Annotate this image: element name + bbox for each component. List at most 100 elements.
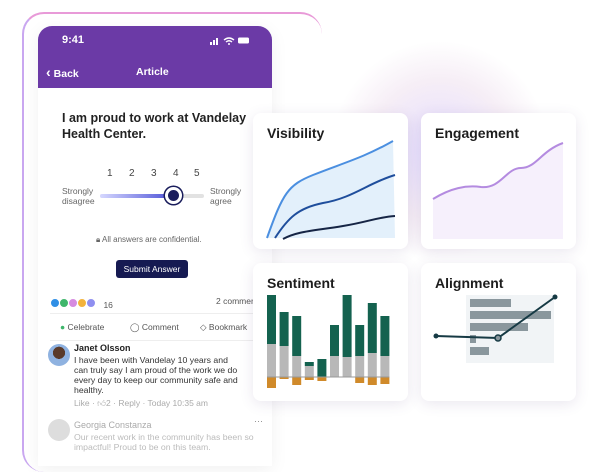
comment-icon: ◯ (130, 322, 140, 332)
card-title: Alignment (435, 275, 504, 291)
bar (470, 299, 511, 307)
back-button[interactable]: ‹ Back (46, 64, 79, 80)
negative-bar (355, 377, 365, 383)
max-label: Strongly agree (210, 186, 242, 206)
comment-text: Our recent work in the community has bee… (74, 432, 254, 452)
positive-bar (342, 295, 352, 357)
status-icons (210, 37, 249, 45)
series-line (274, 174, 396, 239)
phone-screen: 9:41 ‹ Back Article I am proud to work at… (38, 26, 272, 466)
scale-label: 2 (129, 168, 135, 179)
neutral-bar (279, 346, 289, 377)
positive-bar (304, 362, 314, 366)
submit-answer-button[interactable]: Submit Answer (116, 260, 188, 278)
card-title: Engagement (435, 125, 520, 141)
back-label: Back (53, 68, 79, 80)
positive-bar (380, 316, 390, 356)
min-label: Strongly disagree (62, 186, 95, 206)
engagement-card[interactable]: Engagement (421, 113, 576, 249)
visibility-chart (266, 140, 396, 240)
question-text: I am proud to work at Vandelay Health Ce… (62, 111, 247, 141)
positive-bar (355, 325, 365, 356)
alignment-chart (433, 294, 558, 363)
sentiment-card[interactable]: Sentiment (253, 263, 408, 401)
comment-label: Comment (141, 322, 179, 332)
bar (470, 311, 551, 319)
divider (50, 340, 272, 341)
neutral-bar (367, 353, 377, 377)
data-point (494, 334, 502, 342)
positive-bar (267, 295, 276, 344)
bar (470, 323, 528, 331)
celebrate-icon: ● (60, 322, 66, 332)
neutral-bar (304, 366, 314, 377)
support-reaction-icon (86, 298, 96, 308)
comment-text: I have been with Vandelay 10 years and c… (74, 355, 238, 395)
scale-label: 5 (194, 168, 200, 179)
data-point (433, 333, 439, 339)
positive-bar (279, 312, 289, 346)
area-fill (433, 143, 563, 239)
neutral-bar (267, 344, 276, 377)
comment-author[interactable]: Georgia Constanza (74, 420, 152, 430)
decorative-frame (22, 12, 322, 472)
series-line (432, 142, 564, 200)
like-link[interactable]: Like (74, 398, 90, 408)
visibility-card[interactable]: Visibility (253, 113, 408, 249)
chevron-left-icon: ‹ (46, 64, 51, 80)
negative-bar (279, 377, 289, 379)
negative-bar (292, 377, 302, 385)
celebrate-button[interactable]: ● Celebrate (60, 322, 104, 332)
scale-label: 1 (107, 168, 113, 179)
positive-bar (367, 303, 377, 353)
neutral-bar (380, 356, 390, 377)
celebrate-label: Celebrate (67, 322, 105, 332)
comment-author[interactable]: Janet Olsson (74, 343, 131, 353)
bookmark-icon: ◇ (200, 322, 207, 332)
negative-bar (304, 377, 314, 380)
negative-bar (380, 377, 390, 384)
neutral-bar (292, 356, 302, 377)
positive-bar (292, 316, 302, 356)
scale-label: 3 (151, 168, 157, 179)
comment-time: Today 10:35 am (147, 398, 208, 408)
thumbs-up-icon: 👍︎ (97, 398, 107, 408)
page-title: Article (136, 66, 169, 78)
positive-bar (317, 359, 327, 377)
bar (470, 347, 489, 355)
scale-label: 4 (173, 168, 179, 179)
comment-button[interactable]: ◯ Comment (130, 322, 179, 333)
avatar[interactable] (48, 419, 70, 441)
bookmark-button[interactable]: ◇ Bookmark (200, 322, 247, 333)
neutral-bar (330, 356, 339, 377)
bookmark-label: Bookmark (208, 322, 248, 332)
like-count: 2 (106, 398, 111, 408)
status-time: 9:41 (62, 34, 85, 46)
reply-link[interactable]: Reply (118, 398, 141, 408)
lock-icon: 🔒︎ (96, 235, 101, 244)
more-icon[interactable]: ··· (254, 416, 263, 426)
comments-link[interactable]: 2 comments (216, 296, 263, 306)
comment-meta: Like · 👍︎2 · Reply · Today 10:35 am (74, 398, 208, 408)
confidential-text: All answers are confidential. (102, 235, 202, 244)
positive-bar (330, 325, 339, 356)
area-fill (267, 141, 395, 238)
reaction-icons: 16 (50, 295, 113, 313)
divider (50, 313, 272, 314)
avatar[interactable] (48, 344, 70, 366)
card-title: Sentiment (267, 275, 335, 291)
bar (470, 335, 476, 343)
card-title: Visibility (267, 125, 325, 141)
slider-thumb[interactable] (165, 187, 182, 204)
negative-bar (267, 377, 276, 388)
confidential-note: 🔒︎ All answers are confidential. (96, 235, 202, 245)
series-line (282, 215, 396, 240)
slider-fill (100, 194, 174, 198)
reaction-count: 16 (103, 300, 113, 310)
neutral-bar (355, 356, 365, 377)
negative-bar (317, 377, 327, 381)
series-line (266, 140, 394, 239)
neutral-bar (342, 357, 352, 377)
engagement-chart (432, 142, 564, 239)
alignment-card[interactable]: Alignment (421, 263, 576, 401)
